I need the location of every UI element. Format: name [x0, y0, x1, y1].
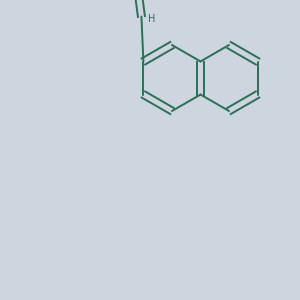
Text: H: H — [148, 14, 155, 23]
